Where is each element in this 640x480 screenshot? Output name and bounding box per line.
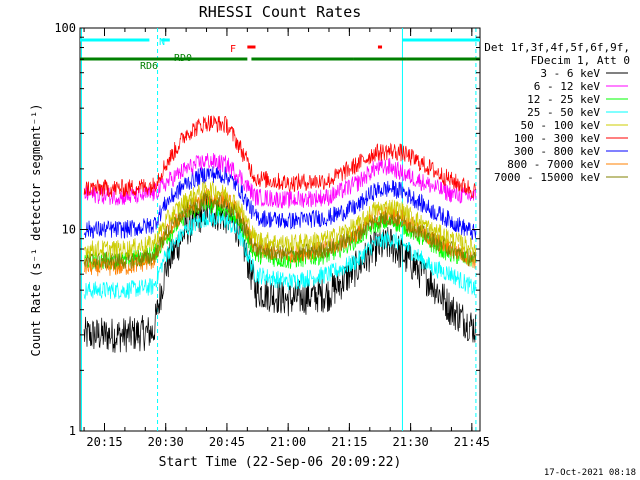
legend-label-1: 6 - 12 keV (534, 80, 601, 93)
y-tick-label-1: 10 (62, 223, 76, 237)
legend-label-0: 3 - 6 keV (540, 67, 600, 80)
x-tick-label-4: 21:15 (331, 435, 367, 449)
legend-label-8: 7000 - 15000 keV (494, 171, 600, 184)
series-line-1 (83, 152, 477, 209)
flag-label-f: F (230, 44, 236, 55)
timestamp: 17-Oct-2021 08:18 (544, 468, 636, 478)
x-tick-label-6: 21:45 (454, 435, 490, 449)
chart-title: RHESSI Count Rates (199, 3, 362, 21)
flag-label-rd0: RD0 (174, 53, 192, 64)
legend-label-4: 50 - 100 keV (521, 119, 601, 132)
axis-ticks: 20:15 20:30 20:45 21:00 21:15 21:30 21:45 1 10 10… (54, 21, 490, 449)
series-line-4 (83, 179, 477, 259)
legend-header-line-0: Det 1f,3f,4f,5f,6f,9f, (484, 41, 630, 54)
legend-label-6: 300 - 800 keV (514, 145, 600, 158)
x-tick-label-1: 20:30 (148, 435, 184, 449)
flag-bars: N F RD0 RD6 (80, 37, 480, 72)
x-tick-label-5: 21:30 (393, 435, 429, 449)
series-line-6 (83, 166, 477, 240)
series-line-8 (83, 191, 477, 270)
x-tick-label-0: 20:15 (86, 435, 122, 449)
flag-label-rd6: RD6 (140, 61, 158, 72)
legend-label-7: 800 - 7000 keV (507, 158, 600, 171)
series-curves (83, 115, 477, 353)
flag-label-n: N (159, 37, 165, 48)
legend-label-5: 100 - 300 keV (514, 132, 600, 145)
x-tick-label-2: 20:45 (209, 435, 245, 449)
series-line-3 (83, 209, 477, 300)
y-axis-label: Count Rate (s⁻¹ detector segment⁻¹) (29, 104, 43, 357)
y-tick-label-2: 100 (54, 21, 76, 35)
legend-label-2: 12 - 25 keV (527, 93, 600, 106)
legend-label-3: 25 - 50 keV (527, 106, 600, 119)
x-tick-label-3: 21:00 (270, 435, 306, 449)
x-axis-label: Start Time (22-Sep-06 20:09:22) (159, 455, 402, 470)
series-line-2 (83, 195, 477, 270)
y-tick-label-0: 1 (69, 424, 76, 438)
legend-header-line-1: FDecim 1, Att 0 (531, 54, 630, 67)
legend: Det 1f,3f,4f,5f,6f,9f,FDecim 1, Att 03 -… (484, 41, 630, 184)
series-line-5 (83, 115, 477, 199)
